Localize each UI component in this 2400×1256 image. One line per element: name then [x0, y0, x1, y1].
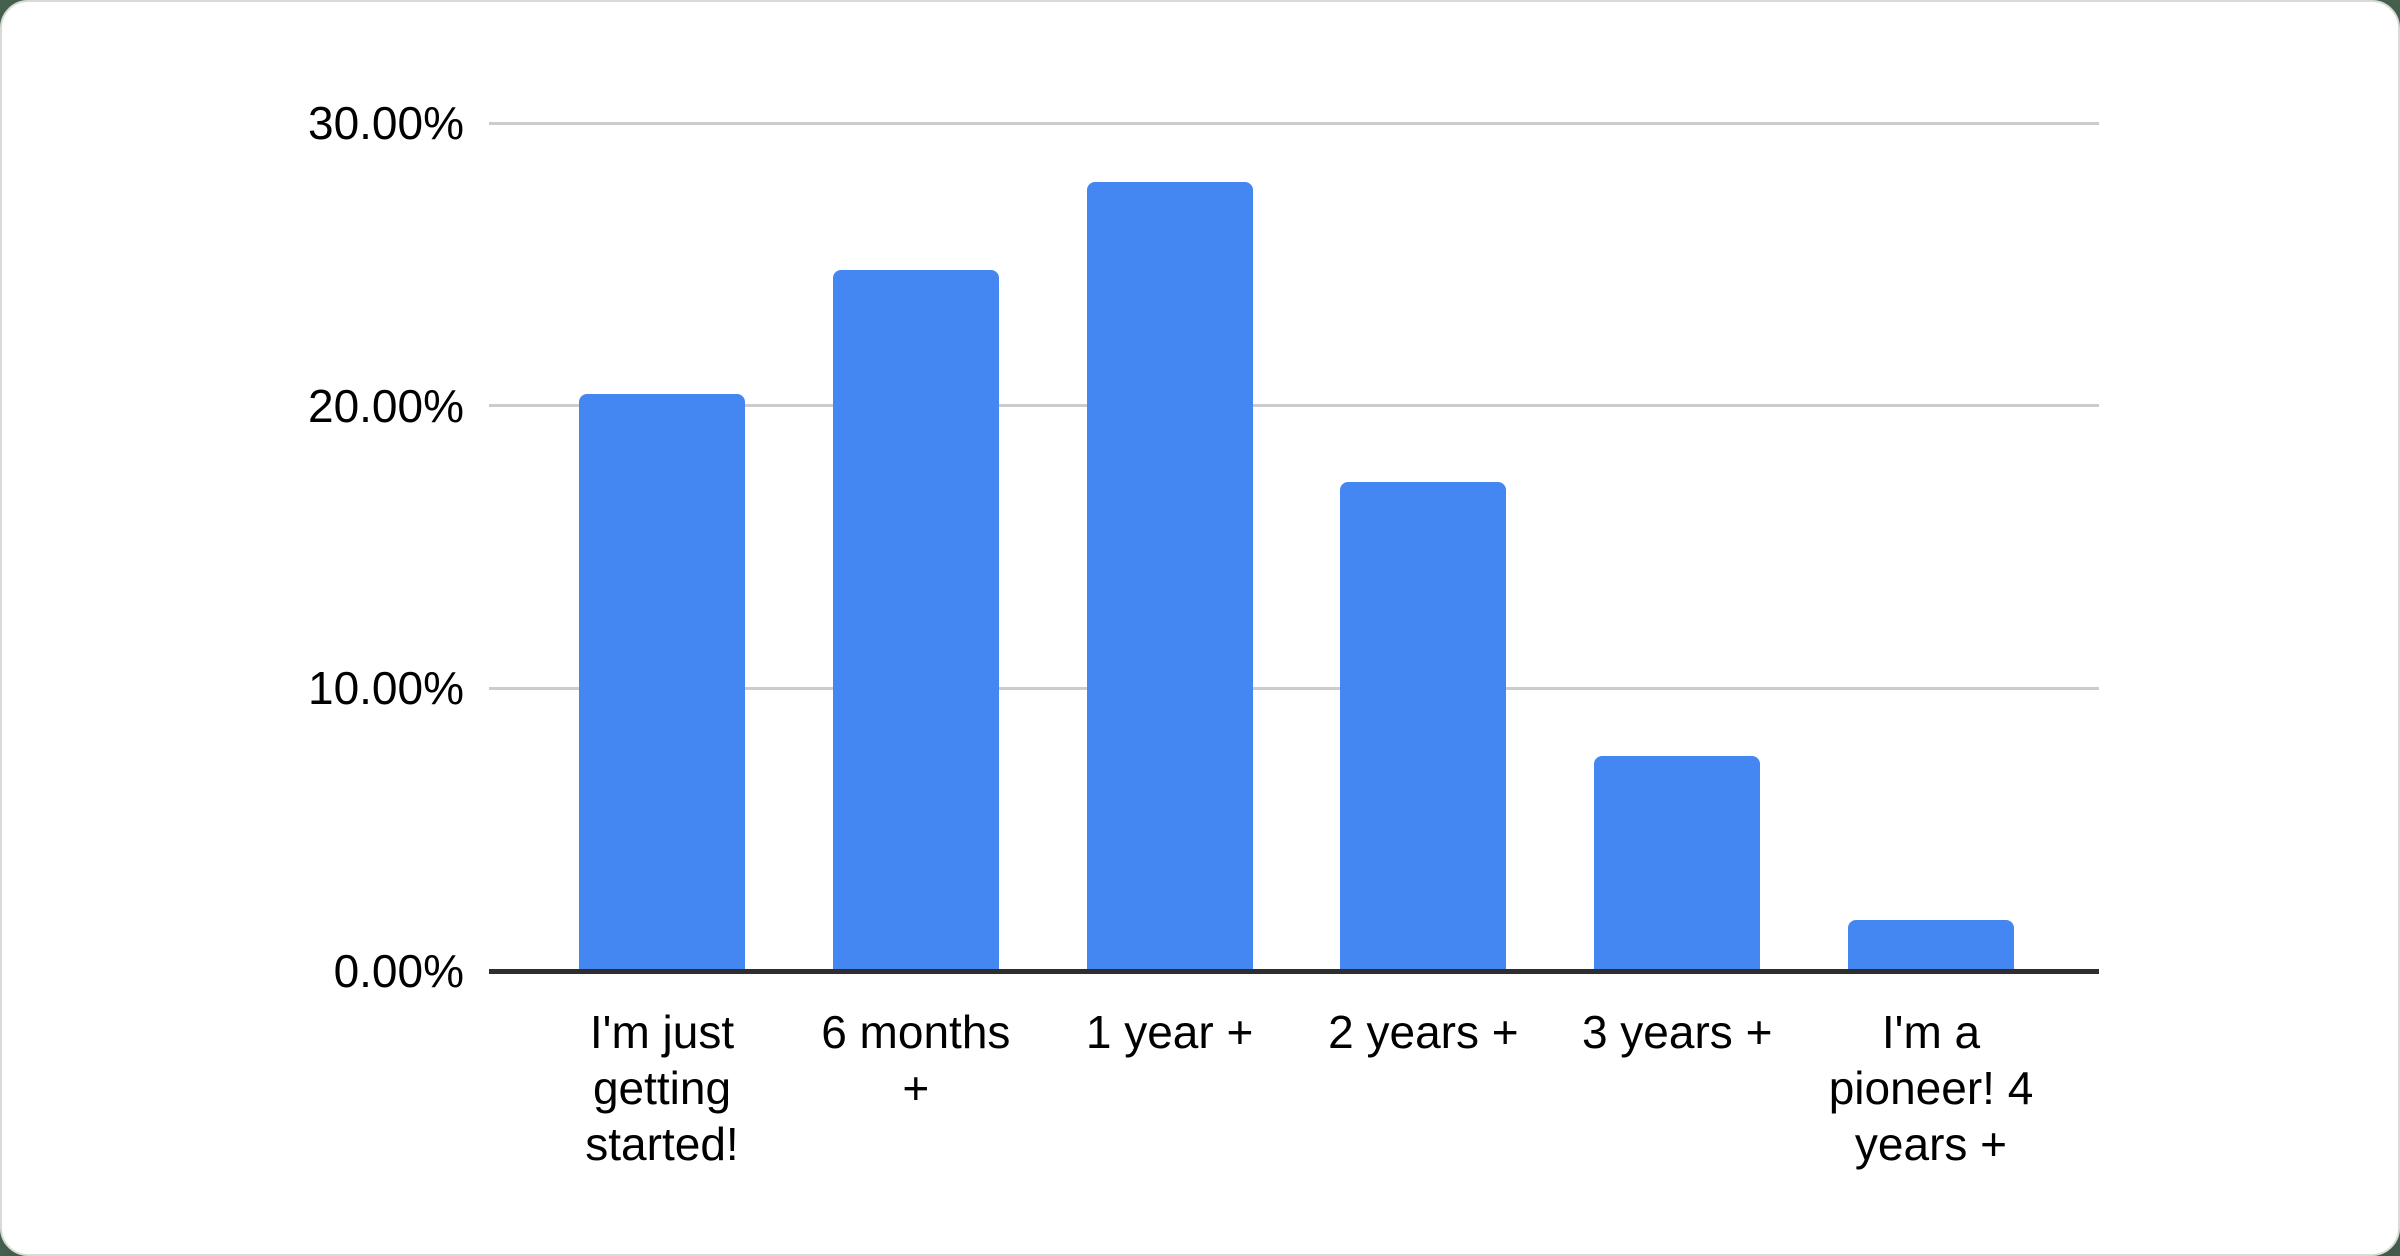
x-category-label-5: 3 years + [1581, 1006, 1773, 1058]
x-category-label-6: I'm a pioneer! 4 years + [1828, 1006, 2034, 1170]
x-category-label-1: I'm just getting started! [585, 1006, 739, 1170]
gridline-10pct [489, 686, 2099, 690]
y-tick-label-0pct: 0.00% [333, 945, 464, 997]
x-category-label-2: 6 months + [821, 1006, 1011, 1114]
bar-3[interactable] [1086, 182, 1253, 971]
gridline-20pct [489, 404, 2099, 408]
bar-2[interactable] [832, 269, 999, 971]
bar-4[interactable] [1340, 481, 1507, 971]
y-tick-label-30pct: 30.00% [307, 97, 464, 149]
bar-1[interactable] [579, 394, 745, 971]
bar-5[interactable] [1594, 756, 1761, 971]
y-tick-label-20pct: 20.00% [307, 379, 464, 432]
gridline-30pct [489, 121, 2099, 125]
x-category-label-4: 2 years + [1328, 1006, 1519, 1058]
x-axis-baseline [489, 969, 2099, 974]
x-category-label-3: 1 year + [1085, 1006, 1254, 1058]
y-tick-label-10pct: 10.00% [307, 662, 464, 715]
bar-6[interactable] [1848, 920, 2014, 971]
